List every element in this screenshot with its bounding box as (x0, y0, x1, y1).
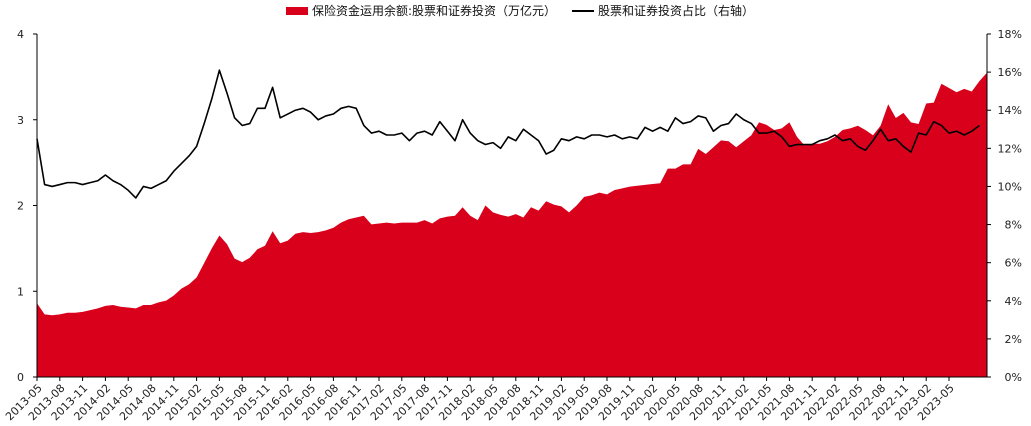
right-tick-label: 2% (1005, 333, 1022, 346)
right-tick-label: 10% (998, 180, 1022, 193)
legend-label-line: 股票和证券投资占比（右轴） (598, 4, 755, 18)
right-tick-label: 16% (998, 66, 1022, 79)
left-tick-label: 1 (17, 285, 24, 298)
left-tick-label: 2 (17, 200, 24, 213)
legend-item-area: 保险资金运用余额:股票和证券投资（万亿元） (286, 2, 556, 19)
line-series-layer (36, 69, 980, 199)
right-tick-label: 6% (1005, 257, 1022, 270)
left-tick-label: 0 (17, 371, 24, 384)
legend-swatch-area (286, 6, 308, 15)
area-series-layer (37, 72, 987, 377)
right-tick-label: 8% (1005, 219, 1022, 232)
legend: 保险资金运用余额:股票和证券投资（万亿元） 股票和证券投资占比（右轴） (0, 2, 1031, 20)
right-tick-label: 0% (1005, 371, 1022, 384)
ratio-line (36, 69, 980, 199)
legend-swatch-line (572, 9, 594, 12)
right-tick-label: 4% (1005, 295, 1022, 308)
right-tick-label: 12% (998, 142, 1022, 155)
left-tick-label: 3 (17, 114, 24, 127)
right-tick-label: 14% (998, 104, 1022, 117)
left-tick-label: 4 (17, 28, 24, 41)
right-tick-label: 18% (998, 28, 1022, 41)
legend-label-area: 保险资金运用余额:股票和证券投资（万亿元） (312, 4, 557, 18)
area-series-fill (37, 72, 987, 377)
legend-item-line: 股票和证券投资占比（右轴） (572, 2, 754, 19)
